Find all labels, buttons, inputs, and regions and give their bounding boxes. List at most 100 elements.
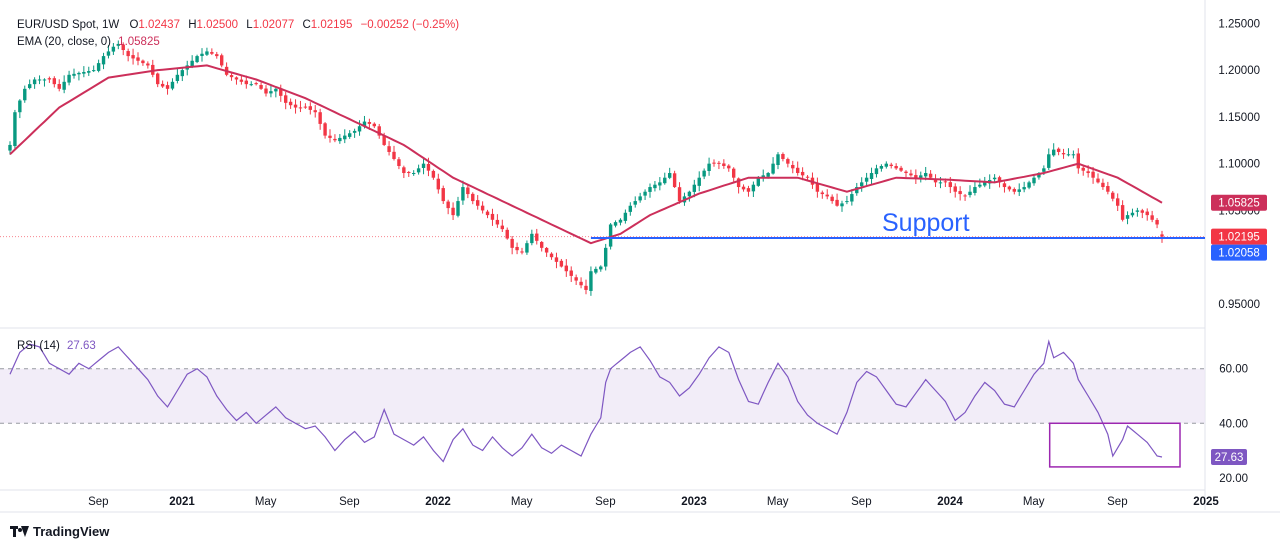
candle-body	[411, 173, 416, 175]
candle-body	[234, 77, 239, 80]
candle-body	[599, 266, 603, 270]
candle-body	[23, 88, 27, 101]
candle-body	[210, 52, 214, 54]
time-tick-label: 2025	[1193, 496, 1219, 508]
candle-body	[180, 70, 185, 77]
candle-body	[426, 163, 431, 171]
time-axis[interactable]: Sep 2021 May Sep 2022 May Sep 2023 May Sep 2024 May…	[88, 496, 1219, 508]
candle-body	[672, 173, 677, 188]
candle-body	[633, 201, 637, 205]
candle-body	[1106, 186, 1110, 192]
candle-body	[244, 80, 249, 85]
candle-body	[643, 191, 647, 196]
candle-body	[968, 191, 972, 196]
candlestick-series	[8, 40, 1164, 296]
rsi-highlight-box[interactable]	[1048, 422, 1181, 468]
candle-body	[402, 167, 406, 174]
symbol-legend[interactable]: EUR/USD Spot, 1W O1.02437 H1.02500 L1.02…	[17, 19, 459, 31]
candle-body	[283, 95, 288, 103]
candle-body	[82, 71, 86, 74]
support-annotation[interactable]: Support	[882, 209, 970, 237]
brand-name: TradingView	[33, 524, 110, 539]
candle-body	[298, 107, 303, 109]
candle-body	[1037, 173, 1041, 178]
candle-body	[1125, 215, 1130, 219]
candle-body	[525, 243, 529, 253]
tradingview-logo-icon	[10, 525, 29, 538]
price-axis-labels: 1.05825 1.02195 1.02058	[1211, 194, 1267, 261]
candle-body	[259, 85, 263, 89]
rsi-axis[interactable]: 60.00 40.00 20.00 27.63	[1211, 364, 1248, 485]
tradingview-logo[interactable]: TradingView	[10, 524, 109, 539]
candle-body	[992, 177, 997, 180]
candle-body	[579, 281, 583, 286]
candle-body	[456, 201, 460, 216]
candle-body	[338, 137, 342, 142]
open-label: O	[129, 19, 138, 31]
candle-body	[928, 173, 933, 178]
candle-body	[702, 170, 706, 177]
candle-body	[101, 56, 106, 65]
price-tick-label: 0.95000	[1218, 299, 1260, 311]
candle-body	[923, 173, 928, 177]
ema-legend[interactable]: EMA (20, close, 0) 1.05825	[17, 36, 160, 48]
candle-body	[274, 88, 278, 92]
candle-body	[850, 194, 854, 202]
candle-body	[500, 225, 505, 230]
candle-body	[441, 188, 445, 202]
candle-body	[648, 187, 652, 192]
candle-body	[106, 51, 111, 56]
time-tick-label: 2022	[425, 496, 451, 508]
candle-body	[1051, 149, 1056, 156]
price-label-text: 1.02195	[1218, 232, 1260, 244]
candle-body	[431, 170, 436, 178]
price-tick-label: 1.15000	[1218, 112, 1260, 124]
candle-body	[229, 75, 234, 78]
candle-body	[1130, 212, 1135, 216]
price-label-text: 1.02058	[1218, 248, 1260, 260]
candle-body	[510, 238, 514, 248]
candle-body	[530, 233, 534, 244]
candle-body	[938, 182, 943, 184]
rsi-legend[interactable]: RSI (14) 27.63	[17, 340, 96, 352]
time-tick-label: 2024	[937, 496, 963, 508]
candle-body	[372, 123, 377, 127]
candle-body	[1032, 177, 1036, 184]
candle-body	[879, 166, 884, 169]
candle-body	[165, 85, 170, 89]
candle-body	[919, 175, 923, 178]
time-tick-label: Sep	[851, 496, 871, 508]
symbol-name[interactable]: EUR/USD Spot, 1W	[17, 19, 119, 31]
candle-body	[293, 104, 298, 108]
candle-body	[239, 79, 244, 82]
candle-body	[190, 60, 194, 67]
candle-body	[288, 101, 293, 106]
price-label-badge	[1211, 194, 1267, 211]
candle-body	[638, 196, 642, 201]
candle-body	[387, 146, 391, 152]
candle-body	[42, 79, 47, 81]
rsi-last-badge	[1211, 449, 1247, 466]
low-label: L	[246, 19, 253, 31]
candle-body	[485, 211, 490, 216]
candle-body	[1022, 187, 1026, 190]
candle-body	[835, 199, 839, 206]
candle-body	[1120, 205, 1125, 220]
candle-body	[1135, 210, 1140, 212]
candle-body	[687, 191, 692, 197]
candle-body	[1111, 192, 1115, 199]
candle-body	[136, 57, 140, 61]
candle-body	[328, 135, 332, 138]
candle-body	[155, 73, 160, 85]
candle-body	[219, 55, 224, 66]
candle-body	[200, 53, 204, 56]
candle-body	[805, 176, 810, 178]
candle-body	[894, 166, 898, 169]
candle-body	[436, 178, 441, 190]
candle-body	[269, 91, 273, 94]
open-value: 1.02437	[138, 19, 180, 31]
candle-body	[490, 213, 495, 220]
candle-body	[1160, 234, 1164, 237]
candle-body	[343, 135, 347, 140]
